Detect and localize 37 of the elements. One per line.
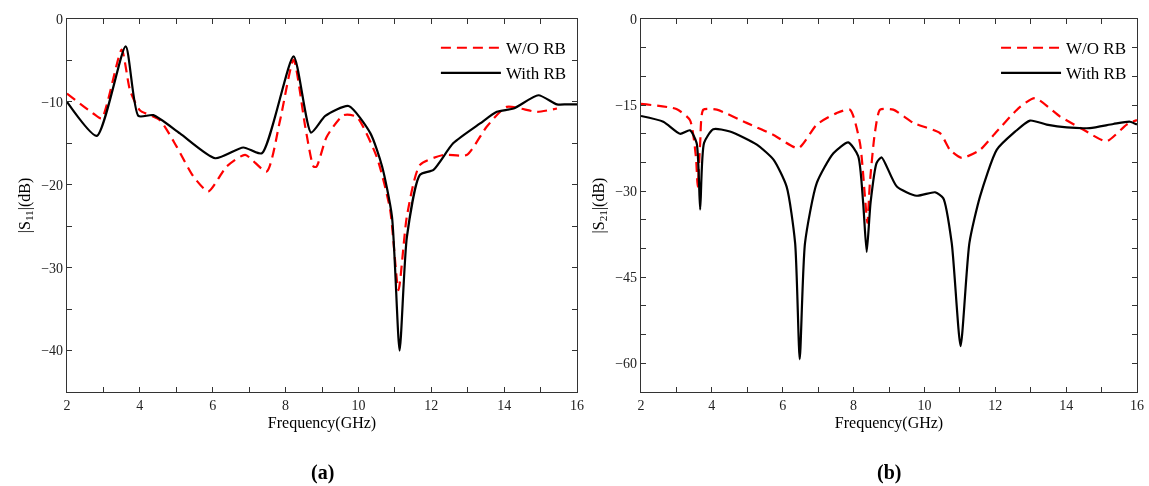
x-tick-label: 2 [637, 397, 645, 413]
y-tick-label: 0 [56, 11, 64, 27]
x-tick-label: 2 [63, 397, 71, 413]
x-tick-label: 6 [779, 397, 787, 413]
x-tick-label: 14 [497, 397, 512, 413]
x-tick-label: 16 [570, 397, 584, 413]
x-tick-label: 12 [988, 397, 1003, 413]
x-tick-label: 8 [850, 397, 858, 413]
legend-label: W/O RB [1066, 39, 1127, 59]
x-tick-label: 12 [424, 397, 439, 413]
y-tick-label: −10 [41, 94, 64, 110]
x-tick-label: 8 [282, 397, 290, 413]
y-tick-label: −60 [615, 356, 638, 372]
text: (b) [877, 461, 902, 484]
x-tick-label: 10 [351, 397, 366, 413]
y-tick-label: −45 [615, 270, 638, 286]
legend-label: With RB [1066, 64, 1127, 84]
x-tick-label: 16 [1130, 397, 1144, 413]
x-tick-label: 14 [1059, 397, 1074, 413]
y-tick-label: −15 [615, 97, 638, 113]
x-axis-title: Frequency(GHz) [834, 413, 944, 432]
x-axis-title: Frequency(GHz) [267, 413, 377, 432]
y-tick-label: −40 [41, 343, 64, 359]
y-tick-label: −20 [41, 177, 64, 193]
y-tick-label: −30 [615, 184, 638, 200]
y-tick-label: 0 [630, 11, 638, 27]
line-series [641, 114, 1137, 361]
x-tick-label: 4 [708, 397, 716, 413]
line-series [641, 97, 1137, 224]
line-series [67, 45, 577, 352]
y-tick-label: −30 [41, 260, 64, 276]
legend-label: With RB [505, 64, 567, 84]
x-tick-label: 4 [136, 397, 144, 413]
x-tick-label: 10 [917, 397, 932, 413]
text: (a) [311, 461, 335, 484]
legend-label: W/O RB [505, 39, 566, 59]
x-tick-label: 6 [209, 397, 217, 413]
